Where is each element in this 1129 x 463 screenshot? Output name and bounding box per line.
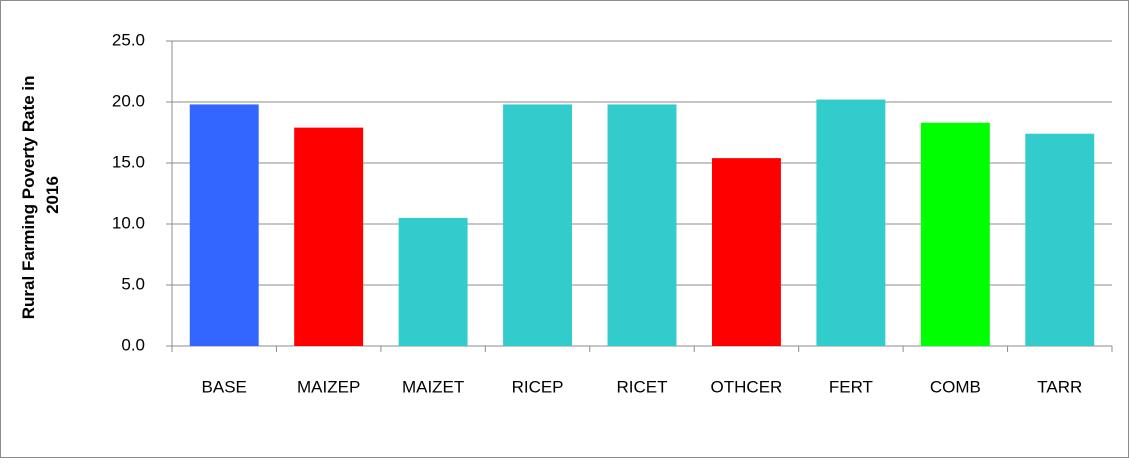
x-tick-label: OTHCER (711, 377, 783, 396)
bar (607, 104, 677, 346)
y-tick-label: 0.0 (121, 335, 145, 354)
bar (816, 99, 886, 346)
y-tick-label: 20.0 (112, 91, 145, 110)
x-tick-label: TARR (1037, 377, 1082, 396)
x-tick-label: MAIZET (402, 377, 464, 396)
bar (711, 158, 781, 346)
bar (294, 127, 364, 347)
bar (503, 104, 573, 346)
y-axis-label-line: Rural Farming Poverty Rate in (19, 76, 38, 320)
x-tick-label: RICEP (512, 377, 564, 396)
x-tick-label: FERT (829, 377, 873, 396)
bar (189, 104, 259, 346)
bar (920, 122, 990, 347)
y-axis-label-line: 2016 (43, 176, 62, 214)
y-tick-label: 10.0 (112, 213, 145, 232)
bar (1025, 133, 1095, 346)
x-tick-label: MAIZEP (297, 377, 360, 396)
y-tick-label: 5.0 (121, 274, 145, 293)
x-tick-label: RICET (617, 377, 668, 396)
bar (398, 217, 468, 346)
x-tick-label: COMB (930, 377, 981, 396)
y-tick-label: 15.0 (112, 152, 145, 171)
y-tick-label: 25.0 (112, 30, 145, 49)
y-axis-label: Rural Farming Poverty Rate in 2016 (19, 71, 62, 319)
x-tick-label: BASE (202, 377, 247, 396)
